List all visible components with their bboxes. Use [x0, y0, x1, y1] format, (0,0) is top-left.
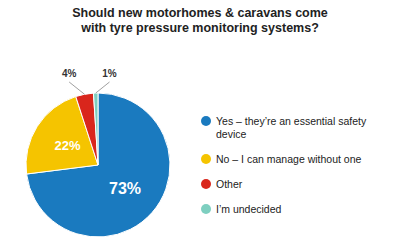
legend-label-line: Yes – they’re an essential safety — [216, 115, 367, 127]
title-line: with tyre pressure monitoring systems? — [80, 21, 319, 35]
data-label: 22% — [55, 138, 81, 153]
leader-line — [96, 82, 110, 93]
title: Should new motorhomes & caravans comewit… — [72, 6, 328, 35]
legend-label-line: No – I can manage without one — [216, 153, 362, 165]
legend-swatch — [201, 116, 211, 126]
legend-label: No – I can manage without one — [216, 153, 362, 165]
data-label: 4% — [62, 68, 77, 79]
chart: Should new motorhomes & caravans comewit… — [0, 0, 400, 248]
legend-swatch — [201, 179, 211, 189]
slice — [76, 93, 98, 165]
slice — [27, 93, 170, 237]
legend-label-line: device — [216, 128, 247, 140]
slice — [93, 93, 98, 165]
data-label: 1% — [102, 68, 117, 79]
legend-label: Other — [216, 178, 243, 190]
legend-label-line: I’m undecided — [216, 203, 282, 215]
legend-label: Yes – they’re an essential safetydevice — [216, 115, 367, 140]
legend-swatch — [201, 154, 211, 164]
legend-swatch — [201, 204, 211, 214]
pie: 73% 22% 4% 1% — [26, 68, 170, 237]
legend: Yes – they’re an essential safetydevice N… — [201, 115, 367, 215]
leader-line — [69, 82, 84, 94]
title-line: Should new motorhomes & caravans come — [72, 6, 328, 20]
legend-label-line: Other — [216, 178, 243, 190]
data-label: 73% — [109, 180, 141, 197]
legend-label: I’m undecided — [216, 203, 282, 215]
